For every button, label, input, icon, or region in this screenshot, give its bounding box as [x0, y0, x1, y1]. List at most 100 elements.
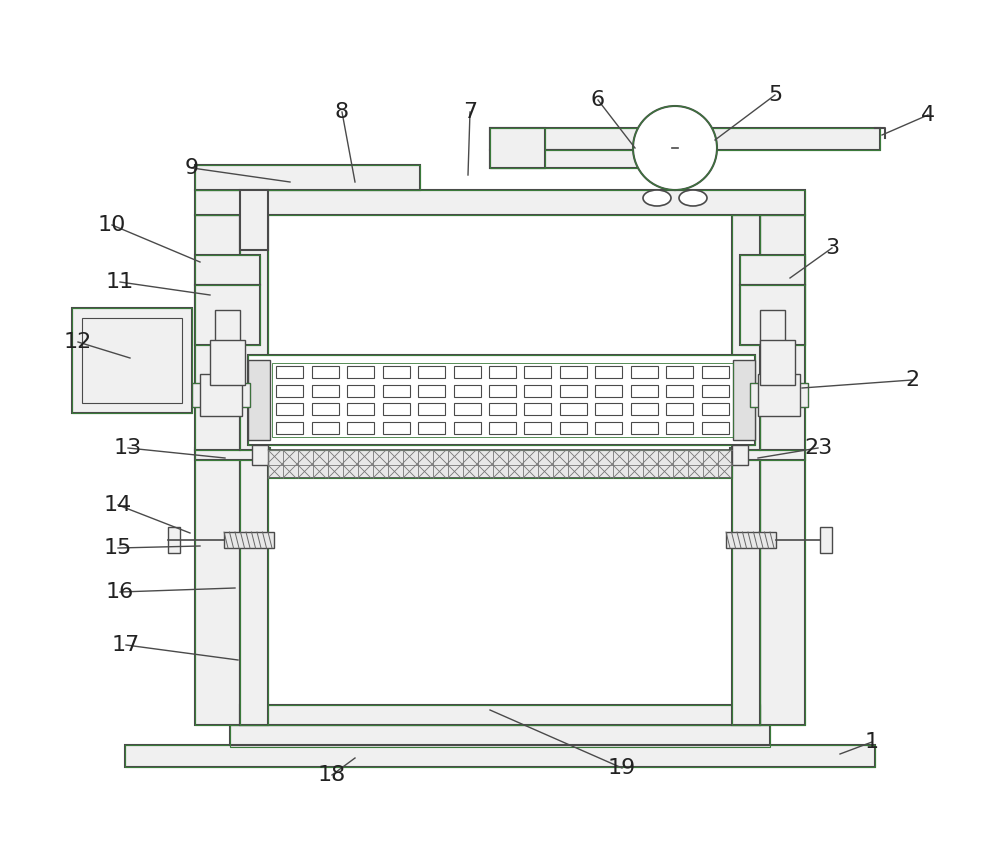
- Bar: [195, 450, 240, 725]
- Ellipse shape: [643, 190, 671, 206]
- Text: 10: 10: [98, 215, 126, 235]
- Bar: [489, 403, 516, 415]
- Bar: [347, 367, 374, 379]
- Text: 7: 7: [463, 102, 477, 122]
- Bar: [631, 422, 658, 433]
- Text: 16: 16: [106, 582, 134, 602]
- Bar: [820, 527, 832, 553]
- Bar: [276, 403, 303, 415]
- Bar: [490, 128, 880, 150]
- Text: 17: 17: [112, 635, 140, 655]
- Bar: [195, 215, 240, 450]
- Bar: [702, 367, 729, 379]
- Bar: [268, 450, 732, 478]
- Bar: [272, 363, 733, 437]
- Bar: [240, 215, 268, 450]
- Bar: [732, 450, 760, 725]
- Bar: [740, 285, 805, 345]
- Bar: [631, 367, 658, 379]
- Bar: [192, 383, 250, 407]
- Bar: [490, 128, 545, 168]
- Bar: [760, 215, 805, 450]
- Bar: [750, 383, 808, 407]
- Bar: [732, 445, 748, 465]
- Bar: [240, 215, 268, 450]
- Bar: [72, 308, 192, 413]
- Bar: [200, 374, 242, 416]
- Bar: [560, 403, 587, 415]
- Bar: [312, 385, 339, 397]
- Text: 18: 18: [318, 765, 346, 785]
- Bar: [524, 422, 551, 433]
- Bar: [740, 255, 805, 285]
- Bar: [312, 403, 339, 415]
- Bar: [195, 190, 805, 215]
- Bar: [454, 367, 481, 379]
- Bar: [252, 445, 268, 465]
- Text: 11: 11: [106, 272, 134, 292]
- Text: 15: 15: [104, 538, 132, 558]
- Bar: [240, 190, 268, 250]
- Bar: [666, 367, 693, 379]
- Bar: [490, 150, 685, 168]
- Bar: [195, 190, 805, 215]
- Text: 12: 12: [64, 332, 92, 352]
- Bar: [276, 422, 303, 433]
- Bar: [760, 450, 805, 725]
- Bar: [595, 403, 622, 415]
- Bar: [560, 422, 587, 433]
- Bar: [760, 450, 805, 725]
- Bar: [312, 422, 339, 433]
- Bar: [730, 448, 805, 460]
- Bar: [268, 450, 732, 478]
- Bar: [524, 367, 551, 379]
- Bar: [760, 340, 795, 385]
- Bar: [418, 403, 445, 415]
- Bar: [732, 215, 760, 450]
- Bar: [454, 385, 481, 397]
- Bar: [666, 403, 693, 415]
- Bar: [383, 403, 410, 415]
- Bar: [240, 450, 268, 725]
- Bar: [195, 285, 260, 345]
- Text: 14: 14: [104, 495, 132, 515]
- Bar: [595, 422, 622, 433]
- Bar: [490, 128, 880, 150]
- Bar: [418, 367, 445, 379]
- Bar: [210, 340, 245, 385]
- Bar: [72, 308, 192, 413]
- Bar: [276, 367, 303, 379]
- Bar: [195, 450, 240, 725]
- Bar: [82, 318, 182, 403]
- Bar: [240, 705, 760, 725]
- Text: 3: 3: [825, 238, 839, 258]
- Bar: [732, 450, 760, 725]
- Bar: [195, 255, 260, 285]
- Bar: [595, 367, 622, 379]
- Bar: [248, 360, 270, 440]
- Text: 13: 13: [114, 438, 142, 458]
- Bar: [524, 385, 551, 397]
- Bar: [195, 448, 270, 460]
- Bar: [195, 285, 260, 345]
- Bar: [195, 255, 260, 285]
- Bar: [418, 385, 445, 397]
- Bar: [454, 403, 481, 415]
- Bar: [168, 527, 180, 553]
- Bar: [490, 128, 545, 168]
- Bar: [383, 385, 410, 397]
- Bar: [631, 385, 658, 397]
- Bar: [276, 385, 303, 397]
- Bar: [524, 403, 551, 415]
- Bar: [195, 165, 420, 190]
- Text: 6: 6: [591, 90, 605, 110]
- Ellipse shape: [679, 190, 707, 206]
- Bar: [224, 532, 274, 548]
- Bar: [347, 422, 374, 433]
- Text: 23: 23: [804, 438, 832, 458]
- Bar: [454, 422, 481, 433]
- Bar: [347, 385, 374, 397]
- Bar: [760, 310, 785, 348]
- Bar: [248, 355, 755, 445]
- Bar: [347, 403, 374, 415]
